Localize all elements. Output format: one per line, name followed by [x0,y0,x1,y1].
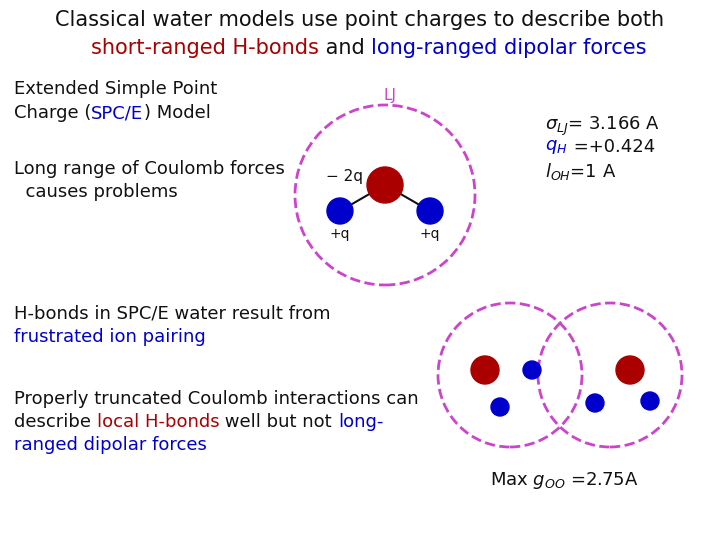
Text: and: and [319,38,372,58]
Text: frustrated ion pairing: frustrated ion pairing [14,328,206,346]
Text: $q_H$: $q_H$ [545,138,567,156]
Text: local H-bonds: local H-bonds [96,413,220,431]
Text: Classical water models use point charges to describe both: Classical water models use point charges… [55,10,665,30]
Text: Properly truncated Coulomb interactions can: Properly truncated Coulomb interactions … [14,390,418,408]
Circle shape [491,398,509,416]
Text: SPC/E: SPC/E [91,104,143,122]
Text: $\sigma_{LJ}$= 3.166 A: $\sigma_{LJ}$= 3.166 A [545,115,660,138]
Circle shape [417,198,443,224]
Text: =+0.424: =+0.424 [567,138,654,156]
Text: − 2q: − 2q [326,170,363,185]
Text: causes problems: causes problems [14,183,178,201]
Text: H-bonds in SPC/E water result from: H-bonds in SPC/E water result from [14,305,330,323]
Text: ) Model: ) Model [143,104,210,122]
Text: short-ranged H-bonds: short-ranged H-bonds [91,38,319,58]
Circle shape [616,356,644,384]
Text: LJ: LJ [384,88,397,103]
Text: Extended Simple Point: Extended Simple Point [14,80,217,98]
Text: ranged dipolar forces: ranged dipolar forces [14,436,207,454]
Text: Charge (: Charge ( [14,104,91,122]
Text: Max $g_{OO}$ =2.75A: Max $g_{OO}$ =2.75A [490,470,639,491]
Text: describe: describe [14,413,96,431]
Circle shape [367,167,403,203]
Circle shape [523,361,541,379]
Text: long-ranged dipolar forces: long-ranged dipolar forces [372,38,647,58]
Text: +q: +q [330,227,350,241]
Text: $l_{OH}$=1 A: $l_{OH}$=1 A [545,161,616,182]
Circle shape [641,392,659,410]
Circle shape [327,198,353,224]
Text: well but not: well but not [220,413,338,431]
Circle shape [471,356,499,384]
Text: Long range of Coulomb forces: Long range of Coulomb forces [14,160,285,178]
Text: long-: long- [338,413,383,431]
Circle shape [586,394,604,412]
Text: +q: +q [420,227,441,241]
